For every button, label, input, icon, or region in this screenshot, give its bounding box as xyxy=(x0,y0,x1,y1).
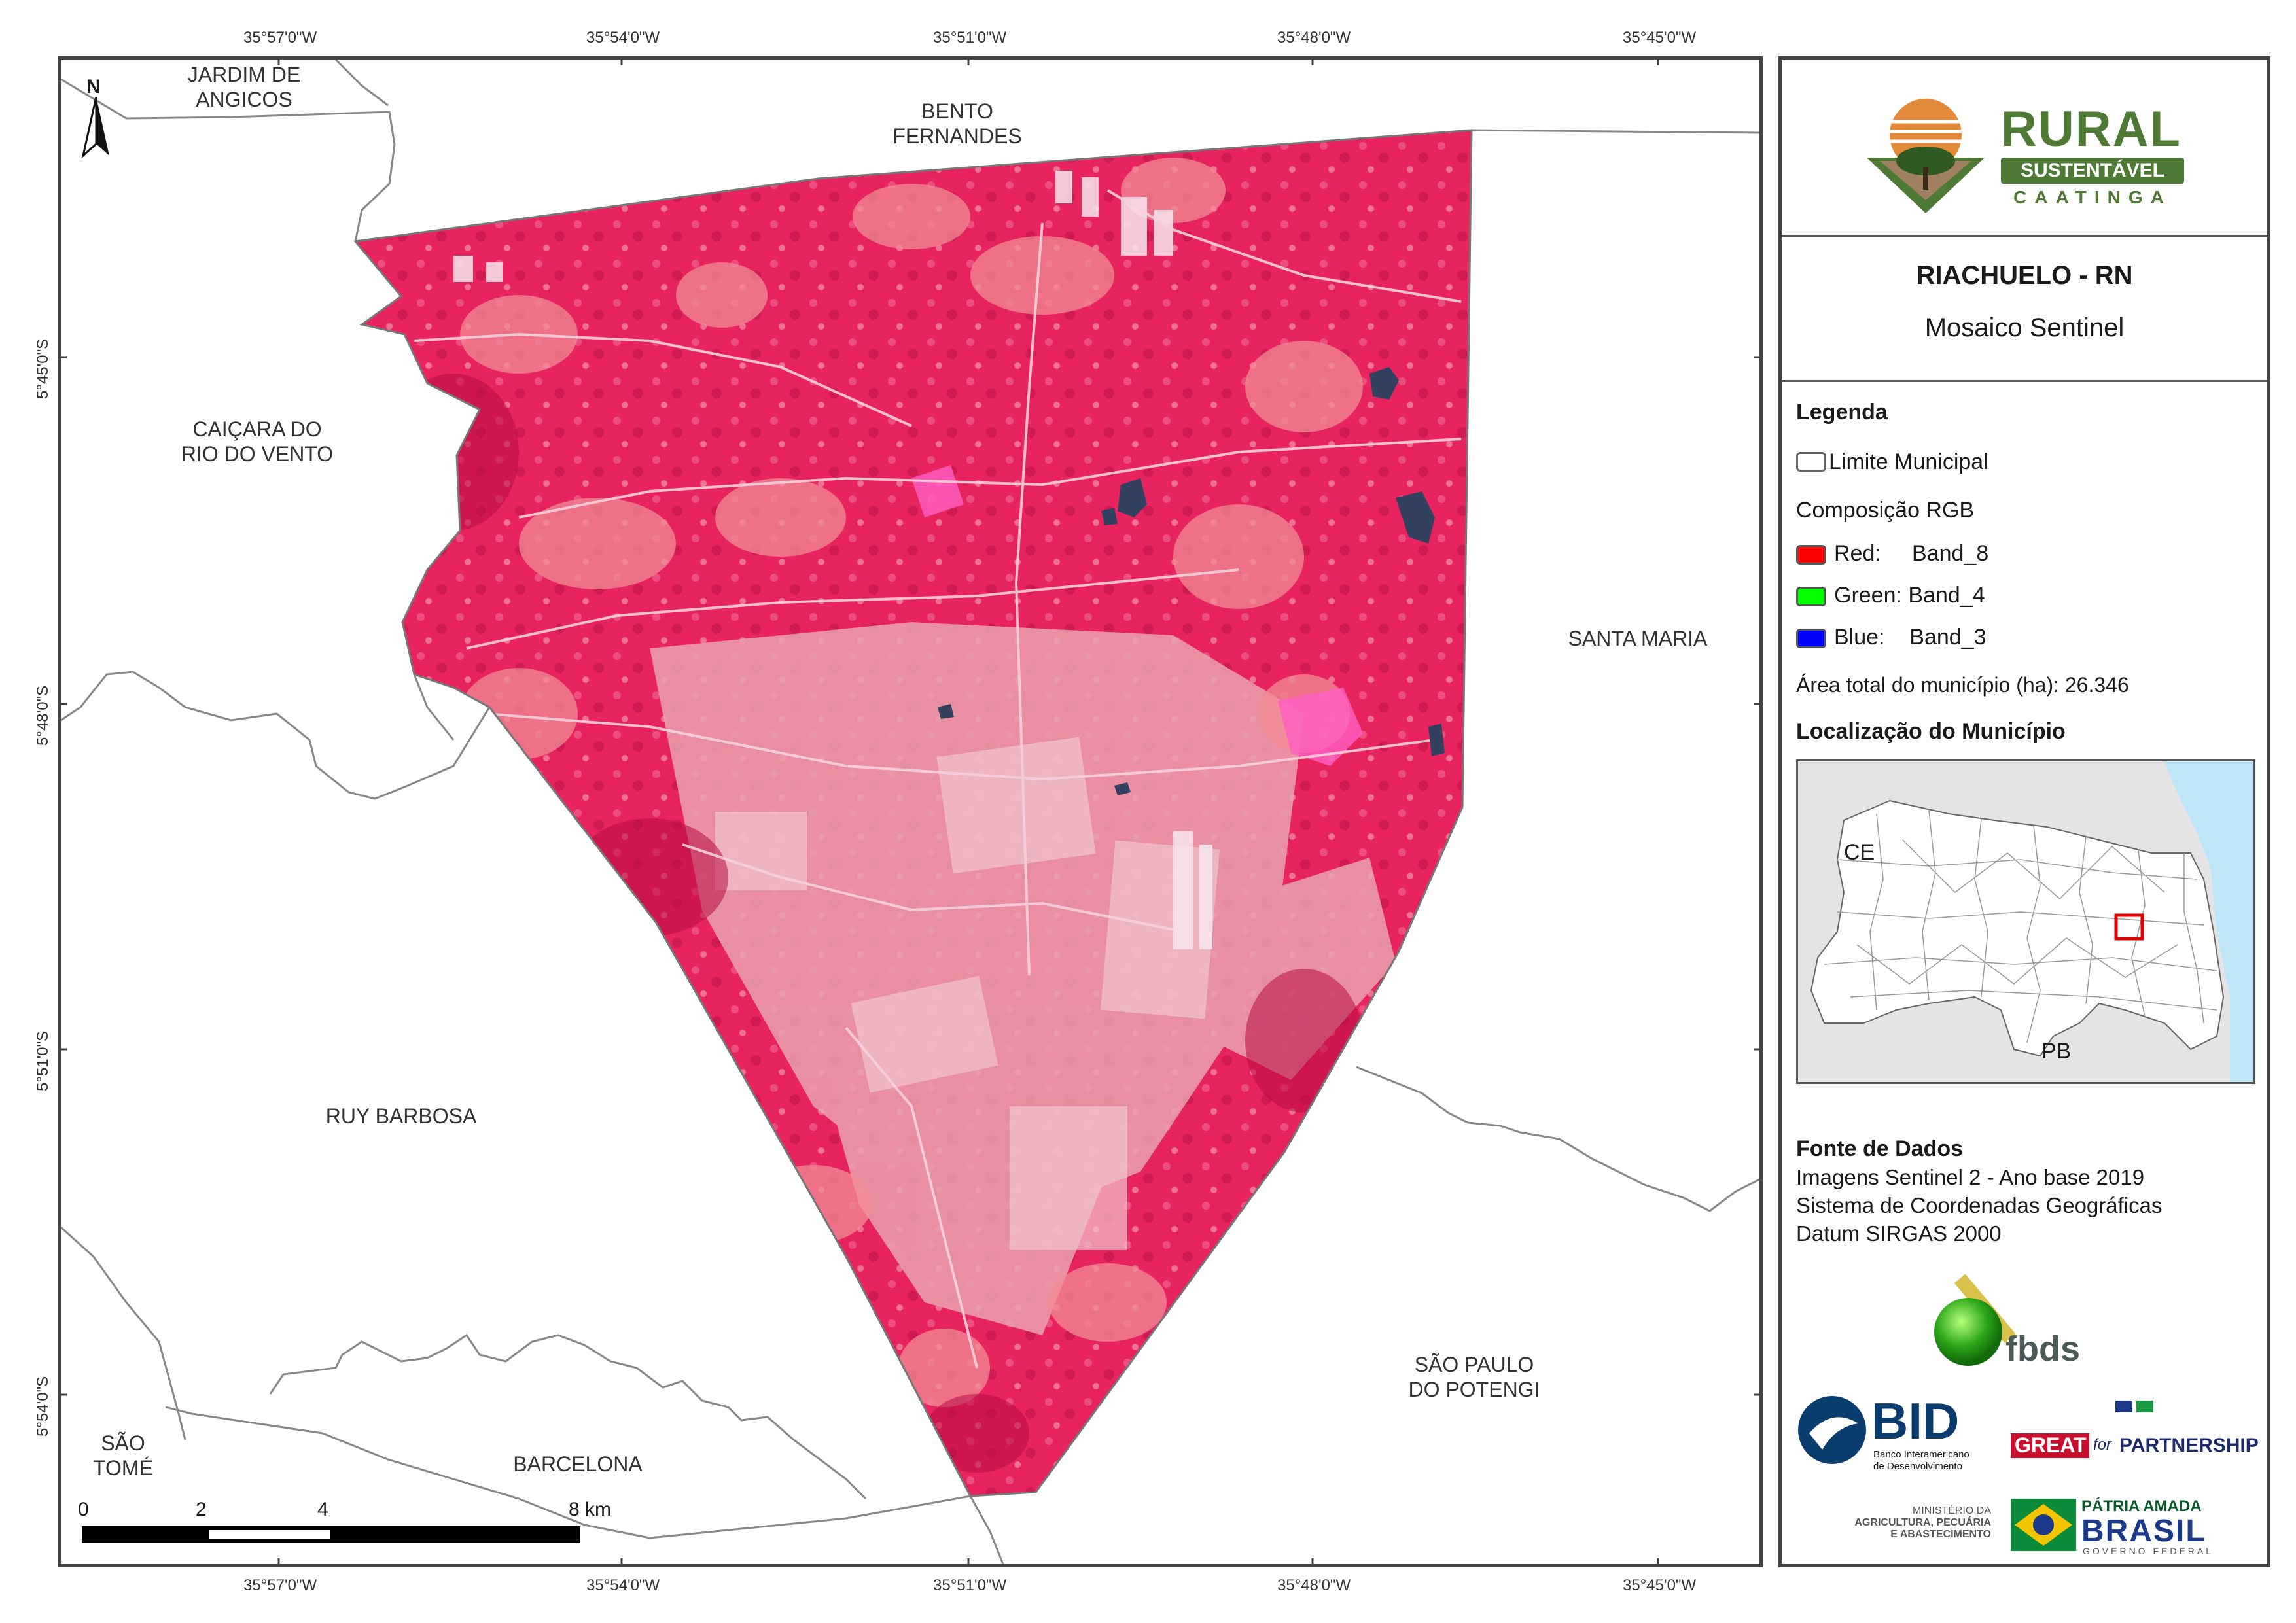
ministerio-line-2: AGRICULTURA, PECUÁRIA xyxy=(1854,1517,1991,1528)
north-arrow-icon xyxy=(81,97,109,159)
ministerio-line-1: MINISTÉRIO DA xyxy=(1912,1505,1991,1516)
green-band-label: Green: Band_4 xyxy=(1834,583,1985,608)
bid-sub-2: de Desenvolvimento xyxy=(1873,1461,1962,1472)
place-jardim-de-angicos: JARDIM DE ANGICOS xyxy=(187,63,301,111)
place-santa-maria: SANTA MARIA xyxy=(1568,627,1708,650)
source-line-3: Datum SIRGAS 2000 xyxy=(1796,1221,2002,1246)
logo-rural: RURAL xyxy=(2001,101,2181,157)
roads xyxy=(414,189,1462,1369)
lat-left-4: 5°54'0"S xyxy=(34,1376,52,1437)
limit-swatch xyxy=(1796,452,1826,472)
inset-ce-label: CE xyxy=(1844,840,1875,865)
fbds-sphere-icon xyxy=(1934,1274,2016,1366)
composition-label: Composição RGB xyxy=(1796,498,1975,523)
panel-divider-2 xyxy=(1782,380,2267,382)
scale-label-4: 4 xyxy=(317,1499,328,1520)
north-label: N xyxy=(86,76,101,97)
lon-top-4: 35°48'0"W xyxy=(1277,29,1351,46)
great-for: for xyxy=(2093,1436,2112,1454)
municipal-boundaries xyxy=(61,60,1759,1564)
brasil-flag-icon xyxy=(2011,1499,2076,1551)
lon-top-5: 35°45'0"W xyxy=(1623,29,1697,46)
patria-text: PÁTRIA AMADA xyxy=(2081,1497,2202,1515)
ministerio-line-3: E ABASTECIMENTO xyxy=(1890,1529,1991,1540)
place-sao-tome: SÃO TOMÉ xyxy=(93,1431,153,1480)
map-canvas xyxy=(61,60,1759,1564)
sea xyxy=(2164,761,2253,1082)
place-caicara-do-rio-do-vento: CAIÇARA DO RIO DO VENTO xyxy=(181,417,334,466)
lat-left-3: 5°51'0"S xyxy=(34,1030,52,1091)
lon-bottom-2: 35°54'0"W xyxy=(586,1577,660,1594)
bid-sub-1: Banco Interamericano xyxy=(1873,1449,1969,1460)
red-band-label: Red: Band_8 xyxy=(1834,541,1989,566)
logo-caatinga: CAATINGA xyxy=(2013,187,2172,207)
place-sao-paulo-do-potengi: SÃO PAULO DO POTENGI xyxy=(1408,1353,1540,1401)
map-frame: N JARDIM DE ANGICOS BENTO FERNANDES CAIÇ… xyxy=(58,56,1763,1567)
green-band-swatch xyxy=(1796,587,1826,606)
rural-sustentavel-logo: RURAL SUSTENTÁVEL CAATINGA xyxy=(1860,96,2200,226)
lon-top-3: 35°51'0"W xyxy=(933,29,1007,46)
panel-divider-1 xyxy=(1782,235,2267,237)
info-panel: RURAL SUSTENTÁVEL CAATINGA RIACHUELO - R… xyxy=(1778,56,2270,1567)
area-total: Área total do município (ha): 26.346 xyxy=(1796,673,2129,697)
place-barcelona: BARCELONA xyxy=(513,1452,643,1476)
legend-title: Legenda xyxy=(1796,400,1888,425)
source-line-1: Imagens Sentinel 2 - Ano base 2019 xyxy=(1796,1165,2145,1189)
fbds-text: fbds xyxy=(2005,1329,2080,1369)
mixed-patches xyxy=(460,158,1363,1407)
lon-bottom-1: 35°57'0"W xyxy=(243,1577,317,1594)
north-arrow: N xyxy=(77,76,116,161)
fbds-logo: fbds xyxy=(1932,1270,2102,1369)
limit-label: Limite Municipal xyxy=(1829,449,1988,474)
great-partnership-logo: GREAT for PARTNERSHIP xyxy=(2011,1401,2266,1459)
lat-left-2: 5°48'0"S xyxy=(34,685,52,746)
sources-title: Fonte de Dados xyxy=(1796,1136,1964,1161)
great-partnership-text: PARTNERSHIP xyxy=(2119,1435,2259,1456)
water-bodies xyxy=(938,367,1445,795)
locator-map xyxy=(1810,761,2253,1082)
municipality-grid xyxy=(1824,810,2217,1043)
lat-left-1: 5°45'0"S xyxy=(34,338,52,399)
lon-bottom-5: 35°45'0"W xyxy=(1623,1577,1697,1594)
bid-logo: BID Banco Interamericano de Desenvolvime… xyxy=(1796,1392,1992,1473)
riachuelo-location-marker xyxy=(2114,913,2144,941)
scale-bar: 0 2 4 8 km xyxy=(78,1499,671,1544)
great-text: GREAT xyxy=(2015,1433,2087,1457)
lon-top-2: 35°54'0"W xyxy=(586,29,660,46)
ministerio-logo: MINISTÉRIO DA AGRICULTURA, PECUÁRIA E AB… xyxy=(1834,1505,1991,1558)
governo-text: GOVERNO FEDERAL xyxy=(2083,1546,2214,1556)
municipality-boundary xyxy=(353,129,1473,1497)
blue-band-swatch xyxy=(1796,629,1826,648)
place-bento-fernandes: BENTO FERNANDES xyxy=(892,99,1022,148)
lon-top-1: 35°57'0"W xyxy=(243,29,317,46)
sentinel-mosaic xyxy=(355,130,1472,1496)
red-band-swatch xyxy=(1796,545,1826,565)
map-title: RIACHUELO - RN xyxy=(1916,261,2133,290)
lon-bottom-4: 35°48'0"W xyxy=(1277,1577,1351,1594)
caatinga-emblem-icon xyxy=(1867,99,1985,213)
bid-text: BID xyxy=(1871,1392,1960,1450)
place-ruy-barbosa: RUY BARBOSA xyxy=(325,1104,477,1128)
bid-emblem-icon xyxy=(1798,1396,1866,1464)
location-title: Localização do Município xyxy=(1796,719,2066,744)
flags-icon xyxy=(2115,1401,2155,1412)
map-subtitle: Mosaico Sentinel xyxy=(1924,313,2125,342)
source-line-2: Sistema de Coordenadas Geográficas xyxy=(1796,1193,2163,1217)
scale-label-8km: 8 km xyxy=(569,1499,612,1520)
logo-sustentavel: SUSTENTÁVEL xyxy=(2001,158,2184,184)
blue-band-label: Blue: Band_3 xyxy=(1834,625,1987,650)
scale-label-2: 2 xyxy=(196,1499,207,1520)
scale-label-0: 0 xyxy=(78,1499,89,1520)
lon-bottom-3: 35°51'0"W xyxy=(933,1577,1007,1594)
brasil-text: BRASIL xyxy=(2081,1514,2206,1548)
locator-inset: CE PB xyxy=(1796,759,2255,1084)
patria-amada-brasil-logo: PÁTRIA AMADA BRASIL GOVERNO FEDERAL xyxy=(2011,1497,2227,1558)
rn-state xyxy=(1810,799,2225,1057)
inset-pb-label: PB xyxy=(2041,1039,2072,1064)
